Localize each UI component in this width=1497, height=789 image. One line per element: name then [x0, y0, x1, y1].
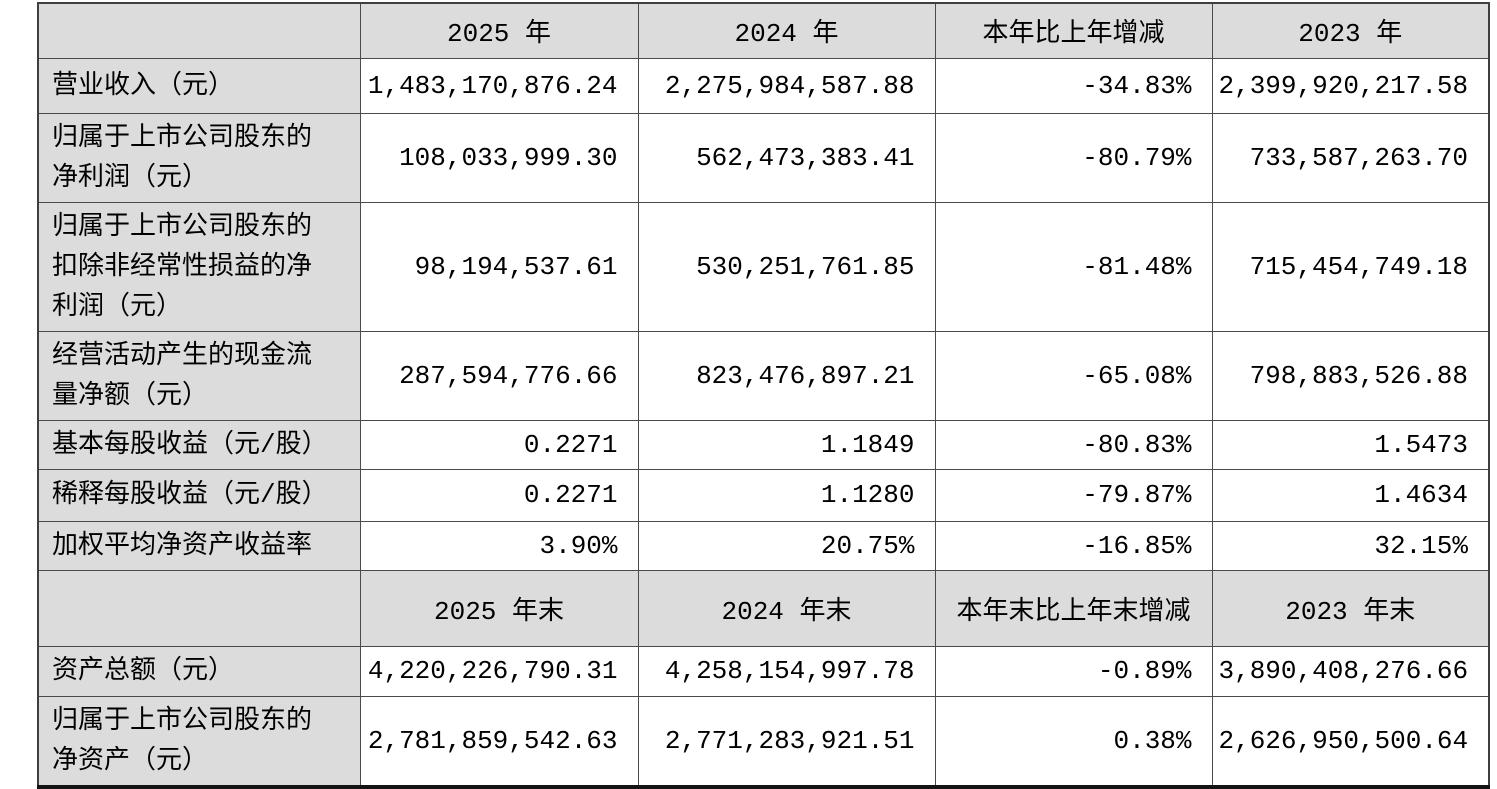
table-row-total-assets: 资产总额（元） 4,220,226,790.31 4,258,154,997.7…: [37, 645, 1490, 697]
header-row-yearend: 2025 年末 2024 年末 本年末比上年末增减 2023 年末: [37, 569, 1490, 647]
row-label: 基本每股收益（元/股）: [37, 419, 361, 470]
table-row-operating-cash-flow: 经营活动产生的现金流量净额（元） 287,594,776.66 823,476,…: [37, 330, 1490, 421]
value-2023: 2,626,950,500.64: [1211, 695, 1490, 787]
row-label: 归属于上市公司股东的扣除非经常性损益的净利润（元）: [37, 201, 361, 332]
value-2024: 2,771,283,921.51: [637, 695, 936, 787]
value-2024: 823,476,897.21: [637, 330, 936, 421]
col-header-2025: 2025 年: [359, 2, 639, 59]
row-label: 经营活动产生的现金流量净额（元）: [37, 330, 361, 421]
value-change: -0.89%: [934, 645, 1213, 697]
value-2023: 32.15%: [1211, 520, 1490, 571]
value-2024: 2,275,984,587.88: [637, 57, 936, 114]
value-2023: 1.5473: [1211, 419, 1490, 470]
value-change: -16.85%: [934, 520, 1213, 571]
table-row-net-profit: 归属于上市公司股东的净利润（元） 108,033,999.30 562,473,…: [37, 112, 1490, 203]
value-2023: 3,890,408,276.66: [1211, 645, 1490, 697]
value-2023: 798,883,526.88: [1211, 330, 1490, 421]
row-label: 营业收入（元）: [37, 57, 361, 114]
value-2023: 715,454,749.18: [1211, 201, 1490, 332]
table-row-basic-eps: 基本每股收益（元/股） 0.2271 1.1849 -80.83% 1.5473: [37, 419, 1490, 470]
value-2025: 0.2271: [359, 419, 639, 470]
col-header-blank: [37, 569, 361, 647]
row-label: 归属于上市公司股东的净利润（元）: [37, 112, 361, 203]
col-header-2023: 2023 年: [1211, 2, 1490, 59]
col-header-yoy-change: 本年比上年增减: [934, 2, 1213, 59]
financial-summary-table: 2025 年 2024 年 本年比上年增减 2023 年 营业收入（元） 1,4…: [37, 2, 1490, 789]
value-2025: 2,781,859,542.63: [359, 695, 639, 787]
table-row-net-assets: 归属于上市公司股东的净资产（元） 2,781,859,542.63 2,771,…: [37, 695, 1490, 787]
row-label: 资产总额（元）: [37, 645, 361, 697]
value-change: 0.38%: [934, 695, 1213, 787]
col-header-blank: [37, 2, 361, 59]
table-row-diluted-eps: 稀释每股收益（元/股） 0.2271 1.1280 -79.87% 1.4634: [37, 468, 1490, 522]
value-2023: 733,587,263.70: [1211, 112, 1490, 203]
value-change: -79.87%: [934, 468, 1213, 522]
value-change: -80.83%: [934, 419, 1213, 470]
value-2025: 108,033,999.30: [359, 112, 639, 203]
table-row-revenue: 营业收入（元） 1,483,170,876.24 2,275,984,587.8…: [37, 57, 1490, 114]
value-2025: 1,483,170,876.24: [359, 57, 639, 114]
col-header-yearend-change: 本年末比上年末增减: [934, 569, 1213, 647]
value-2024: 530,251,761.85: [637, 201, 936, 332]
value-change: -81.48%: [934, 201, 1213, 332]
value-2024: 1.1849: [637, 419, 936, 470]
header-row-annual: 2025 年 2024 年 本年比上年增减 2023 年: [37, 2, 1490, 59]
col-header-2024-yearend: 2024 年末: [637, 569, 936, 647]
value-2025: 98,194,537.61: [359, 201, 639, 332]
value-2025: 0.2271: [359, 468, 639, 522]
table-row-deducted-net-profit: 归属于上市公司股东的扣除非经常性损益的净利润（元） 98,194,537.61 …: [37, 201, 1490, 332]
value-2023: 1.4634: [1211, 468, 1490, 522]
value-2023: 2,399,920,217.58: [1211, 57, 1490, 114]
row-label: 稀释每股收益（元/股）: [37, 468, 361, 522]
row-label: 加权平均净资产收益率: [37, 520, 361, 571]
value-2025: 287,594,776.66: [359, 330, 639, 421]
value-2024: 1.1280: [637, 468, 936, 522]
col-header-2023-yearend: 2023 年末: [1211, 569, 1490, 647]
value-2024: 562,473,383.41: [637, 112, 936, 203]
value-change: -34.83%: [934, 57, 1213, 114]
value-2024: 20.75%: [637, 520, 936, 571]
value-change: -65.08%: [934, 330, 1213, 421]
value-2024: 4,258,154,997.78: [637, 645, 936, 697]
col-header-2024: 2024 年: [637, 2, 936, 59]
financial-summary-table-wrap: 2025 年 2024 年 本年比上年增减 2023 年 营业收入（元） 1,4…: [37, 2, 1490, 789]
value-change: -80.79%: [934, 112, 1213, 203]
col-header-2025-yearend: 2025 年末: [359, 569, 639, 647]
table-row-weighted-avg-roe: 加权平均净资产收益率 3.90% 20.75% -16.85% 32.15%: [37, 520, 1490, 571]
value-2025: 3.90%: [359, 520, 639, 571]
value-2025: 4,220,226,790.31: [359, 645, 639, 697]
row-label: 归属于上市公司股东的净资产（元）: [37, 695, 361, 787]
